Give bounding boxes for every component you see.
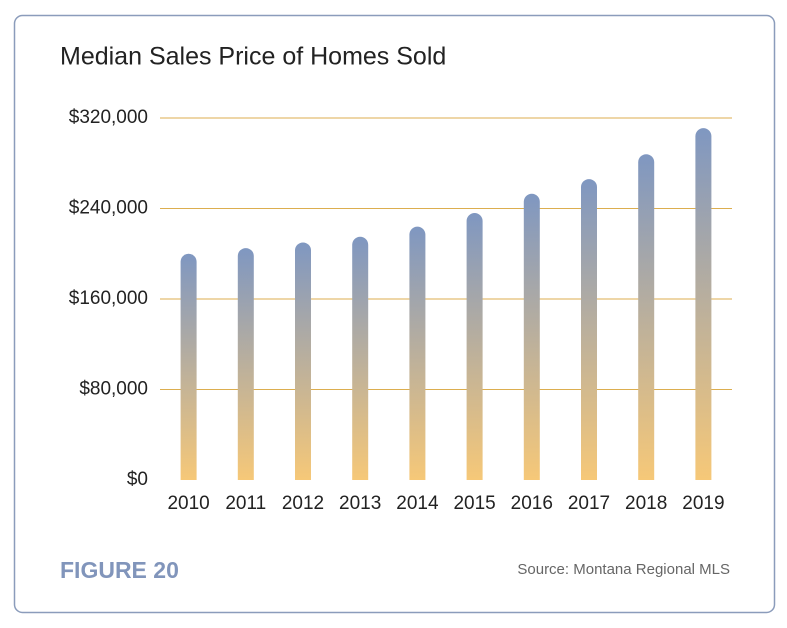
x-tick-label: 2018 xyxy=(625,493,667,514)
source-note: Source: Montana Regional MLS xyxy=(517,561,730,578)
bar xyxy=(295,242,311,480)
bar xyxy=(695,128,712,480)
bar xyxy=(638,154,655,480)
bar xyxy=(352,236,369,480)
bar xyxy=(237,248,254,480)
y-tick-label: $80,000 xyxy=(79,379,148,400)
x-tick-label: 2015 xyxy=(453,493,495,514)
x-tick-label: 2019 xyxy=(682,493,724,514)
y-tick-label: $240,000 xyxy=(69,198,148,219)
x-tick-label: 2013 xyxy=(339,493,381,514)
y-tick-label: $0 xyxy=(127,469,148,490)
bar xyxy=(409,226,426,480)
x-tick-label: 2016 xyxy=(511,493,553,514)
x-tick-label: 2017 xyxy=(568,493,610,514)
bar xyxy=(523,193,540,480)
x-tick-label: 2012 xyxy=(282,493,324,514)
chart-title: Median Sales Price of Homes Sold xyxy=(60,43,446,71)
card-border xyxy=(13,14,776,614)
x-tick-label: 2011 xyxy=(225,493,266,514)
bar xyxy=(581,179,597,480)
figure-label: FIGURE 20 xyxy=(60,557,179,583)
bar xyxy=(466,213,483,480)
x-tick-label: 2014 xyxy=(396,493,439,514)
x-tick-label: 2010 xyxy=(167,493,209,514)
bar xyxy=(180,253,197,480)
y-tick-label: $320,000 xyxy=(69,107,148,128)
y-tick-label: $160,000 xyxy=(69,288,148,309)
